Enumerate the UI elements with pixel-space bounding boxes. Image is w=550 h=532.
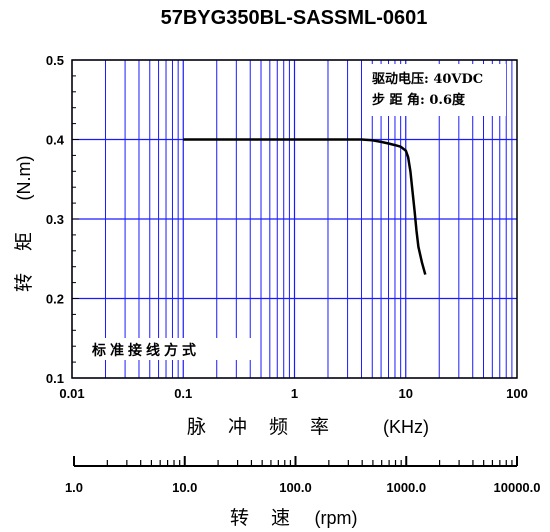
wiring-method-label: 标准接线方式 xyxy=(91,342,200,359)
rpm-axis-label-text: 转 速 xyxy=(230,507,298,529)
rpm-axis-unit: (rpm) xyxy=(315,508,358,528)
y-tick-label: 0.2 xyxy=(46,292,64,307)
annotation-box xyxy=(366,64,506,116)
x-tick-label: 100 xyxy=(506,386,528,401)
x-tick-label: 10 xyxy=(399,386,413,401)
y-tick-label: 0.4 xyxy=(46,133,65,148)
chart-title: 57BYG350BL-SASSML-0601 xyxy=(161,7,428,29)
rpm-axis: 1.0 10.0 100.0 1000.0 10000.0 xyxy=(65,456,541,495)
x-axis-ticks: 0.01 0.1 1 10 100 xyxy=(59,386,528,401)
voltage-annotation: 驱动电压: 40VDC xyxy=(372,71,483,87)
plot-frame xyxy=(71,59,518,379)
y-tick-label: 0.1 xyxy=(46,371,64,386)
step-angle-annotation: 步 距 角: 0.6度 xyxy=(372,92,466,108)
rpm-tick-label: 1.0 xyxy=(65,480,83,495)
y-axis-ticks: 0.1 0.2 0.3 0.4 0.5 xyxy=(46,53,65,386)
x-axis-label-text: 脉 冲 频 率 xyxy=(187,416,337,438)
y-tick-label: 0.5 xyxy=(46,53,64,68)
x-tick-label: 1 xyxy=(291,386,298,401)
rpm-tick-label: 1000.0 xyxy=(386,480,426,495)
series-group xyxy=(183,138,427,275)
x-tick-label: 0.1 xyxy=(174,386,192,401)
x-tick-label: 0.01 xyxy=(59,386,84,401)
method-label-box xyxy=(88,338,252,360)
y-tick-label: 0.3 xyxy=(46,212,64,227)
rpm-tick-label: 10000.0 xyxy=(494,480,541,495)
torque-curve xyxy=(183,138,427,275)
y-axis-unit: (N.m) xyxy=(14,156,34,201)
y-axis-label: (N.m) 转 矩 xyxy=(13,156,35,293)
x-axis-unit: (KHz) xyxy=(383,417,429,437)
y-axis-label-text: 转 矩 xyxy=(13,224,35,292)
rpm-tick-label: 100.0 xyxy=(279,480,312,495)
rpm-tick-label: 10.0 xyxy=(172,480,197,495)
